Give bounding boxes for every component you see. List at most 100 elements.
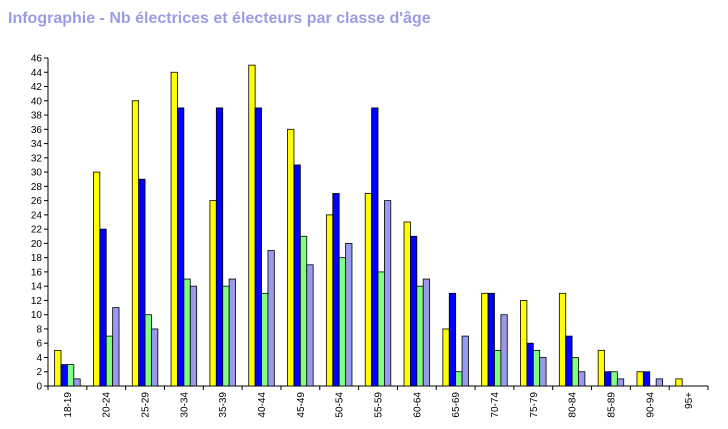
y-axis: 0246810121416182022242628303234363840424…: [31, 54, 49, 393]
bar: [494, 349, 502, 387]
y-tick-label: 24: [31, 210, 43, 221]
bar: [642, 371, 651, 387]
bar: [99, 228, 107, 387]
y-tick-label: 34: [31, 139, 43, 150]
bar: [267, 250, 275, 387]
bar: [306, 264, 314, 387]
y-tick-label: 20: [31, 239, 43, 250]
x-axis: 18-19 20-24 25-29 30-34 35-39 40-44 45-49 50-54…: [47, 385, 709, 418]
y-tick-label: 14: [31, 282, 43, 293]
bar: [383, 200, 392, 387]
bar: [67, 364, 75, 387]
bars: [54, 64, 683, 387]
y-tick-label: 28: [31, 182, 43, 193]
y-tick-label: 2: [36, 367, 42, 378]
bar: [455, 371, 463, 387]
bar: [261, 292, 269, 387]
bar: [138, 178, 146, 387]
bar: [520, 300, 528, 387]
y-tick-label: 44: [31, 68, 43, 79]
bar: [105, 335, 114, 387]
bar: [422, 278, 431, 387]
y-tick-label: 36: [31, 125, 43, 136]
x-tick-label: 50-54: [335, 392, 346, 418]
y-tick-label: 0: [36, 382, 42, 393]
bar: [571, 357, 579, 387]
bar: [60, 364, 68, 387]
y-tick-label: 26: [31, 196, 43, 207]
x-tick-label: 18-19: [63, 392, 74, 418]
y-tick-label: 12: [31, 296, 43, 307]
bar: [54, 349, 62, 387]
bar: [442, 328, 450, 387]
bar: [616, 378, 625, 387]
x-tick-label: 75-79: [529, 392, 540, 418]
bar: [539, 357, 547, 387]
bar: [371, 107, 379, 387]
bar: [144, 314, 152, 387]
bar: [487, 292, 495, 387]
bar: [215, 107, 224, 387]
y-tick-label: 40: [31, 96, 43, 107]
bar: [597, 349, 605, 387]
bar: [636, 371, 644, 387]
bar: [222, 285, 230, 387]
x-tick-label: 90-94: [645, 392, 656, 418]
y-tick-label: 42: [31, 82, 43, 93]
x-tick-label: 85-89: [606, 392, 617, 418]
bar: [558, 292, 567, 387]
bar: [403, 221, 411, 387]
y-tick-label: 46: [31, 54, 43, 65]
bar: [299, 235, 308, 387]
y-tick-label: 30: [31, 168, 43, 179]
bar: [73, 378, 81, 387]
y-tick-label: 8: [36, 324, 42, 335]
y-tick-label: 10: [31, 310, 43, 321]
bar: [377, 271, 385, 387]
bar: [526, 342, 534, 387]
chart-title: Infographie - Nb électrices et électeurs…: [8, 10, 431, 27]
bar: [461, 335, 469, 387]
bar: [578, 371, 586, 387]
x-tick-label: 55-59: [374, 392, 385, 418]
bar: [189, 285, 198, 387]
bar: [248, 64, 256, 387]
x-tick-label: 80-84: [568, 392, 579, 418]
x-tick-label: 45-49: [296, 392, 307, 418]
bar: [675, 378, 683, 387]
bar: [332, 193, 340, 387]
bar: [209, 200, 217, 387]
bar: [565, 335, 573, 387]
x-tick-label: 30-34: [179, 392, 190, 418]
bar: [151, 328, 159, 387]
bar: [293, 164, 301, 387]
y-tick-label: 18: [31, 253, 43, 264]
y-tick-label: 22: [31, 225, 43, 236]
y-tick-label: 4: [36, 353, 42, 364]
bar: [131, 100, 140, 387]
bar: [410, 235, 418, 387]
bar: [112, 307, 120, 387]
bar: [228, 278, 236, 387]
bar: [170, 71, 178, 387]
bar: [177, 107, 185, 387]
bar: [604, 371, 612, 387]
x-tick-label: 60-64: [412, 392, 423, 418]
bar: [655, 378, 663, 387]
bar: [345, 242, 353, 387]
bar: [338, 257, 346, 387]
x-tick-label: 35-39: [218, 392, 229, 418]
bar: [416, 285, 424, 387]
bar: [448, 292, 457, 387]
bar: [610, 371, 618, 387]
bar: [183, 278, 191, 387]
x-tick-label: 95+: [684, 392, 695, 409]
bar: [254, 107, 262, 387]
y-tick-label: 16: [31, 267, 43, 278]
y-tick-label: 6: [36, 339, 42, 350]
bar: [532, 349, 541, 387]
bar: [500, 314, 508, 387]
y-tick-label: 32: [31, 153, 43, 164]
bar: [287, 128, 295, 387]
bar: [481, 292, 489, 387]
